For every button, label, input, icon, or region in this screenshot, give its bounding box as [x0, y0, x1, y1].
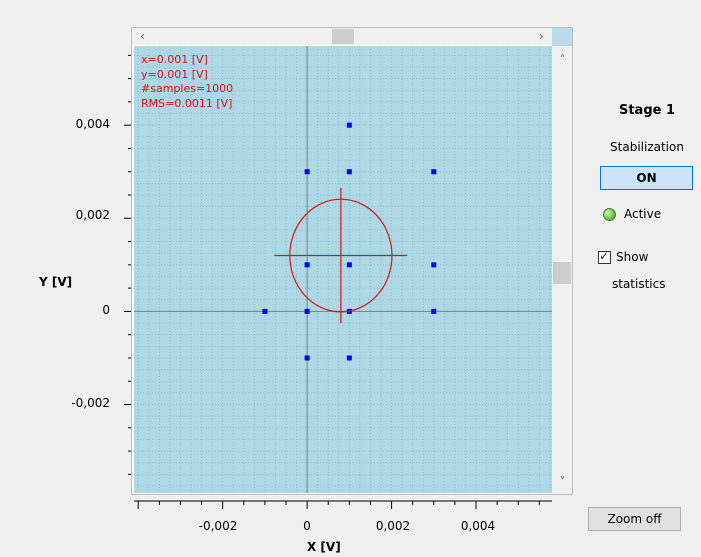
active-indicator: Active [603, 205, 661, 223]
x-tick-label: 0,004 [460, 519, 496, 533]
stat-rms: RMS=0.0011 [V] [141, 96, 233, 110]
y-tick-label: -0,002 [71, 396, 110, 410]
data-point [346, 262, 352, 268]
x-tick-label: 0,002 [375, 519, 411, 533]
data-point [346, 169, 352, 175]
y-tick-label: 0,004 [75, 117, 110, 131]
y-axis-title: Y [V] [39, 275, 73, 289]
scroll-left-icon[interactable]: ‹ [140, 29, 145, 43]
statistics-overlay: x=0.001 [V] y=0.001 [V] #samples=1000 RM… [141, 53, 233, 111]
scrollbar-corner [552, 28, 572, 46]
data-point [304, 169, 310, 175]
horizontal-scrollbar[interactable]: ‹ › [132, 28, 552, 45]
scroll-up-icon[interactable]: ˄ [559, 53, 566, 67]
scroll-down-icon[interactable]: ˅ [559, 475, 566, 489]
vertical-scrollbar[interactable]: ˄ ˅ [552, 46, 572, 494]
checkbox-icon[interactable]: ✓ [598, 248, 611, 264]
x-tick-label: 0 [303, 519, 311, 533]
statistics-label[interactable]: statistics [612, 277, 666, 291]
horizontal-scroll-thumb[interactable] [332, 29, 354, 44]
zoom-off-button[interactable]: Zoom off [588, 507, 681, 531]
plot-background [134, 46, 552, 493]
scroll-right-icon[interactable]: › [539, 29, 544, 43]
stat-y: y=0.001 [V] [141, 67, 208, 81]
stat-x: x=0.001 [V] [141, 53, 208, 66]
data-point [304, 355, 310, 361]
data-point [431, 308, 437, 314]
plot-grid [134, 46, 552, 493]
x-axis-title: X [V] [307, 540, 341, 554]
show-statistics-checkbox[interactable]: ✓ Show [598, 248, 649, 264]
stabilization-label: Stabilization [610, 140, 684, 154]
data-point [431, 262, 437, 268]
stage-title: Stage 1 [618, 103, 676, 118]
data-point [431, 169, 437, 175]
data-point [262, 308, 268, 314]
vertical-scroll-thumb[interactable] [553, 262, 571, 284]
data-point [304, 262, 310, 268]
status-led-icon [603, 207, 616, 221]
scatter-plot[interactable] [134, 46, 552, 493]
stabilization-on-button[interactable]: ON [600, 166, 693, 190]
data-point [346, 122, 352, 128]
checkmark-icon: ✓ [599, 248, 610, 263]
active-label: Active [624, 207, 662, 221]
crosshair-marker [274, 187, 408, 324]
x-tick-label: -0,002 [198, 519, 238, 533]
stat-samples: #samples=1000 [141, 82, 234, 95]
y-tick-label: 0,002 [75, 208, 110, 222]
data-point [304, 308, 310, 314]
data-point [346, 355, 352, 361]
show-label[interactable]: Show [616, 250, 649, 264]
y-tick-label: 0 [102, 303, 110, 317]
